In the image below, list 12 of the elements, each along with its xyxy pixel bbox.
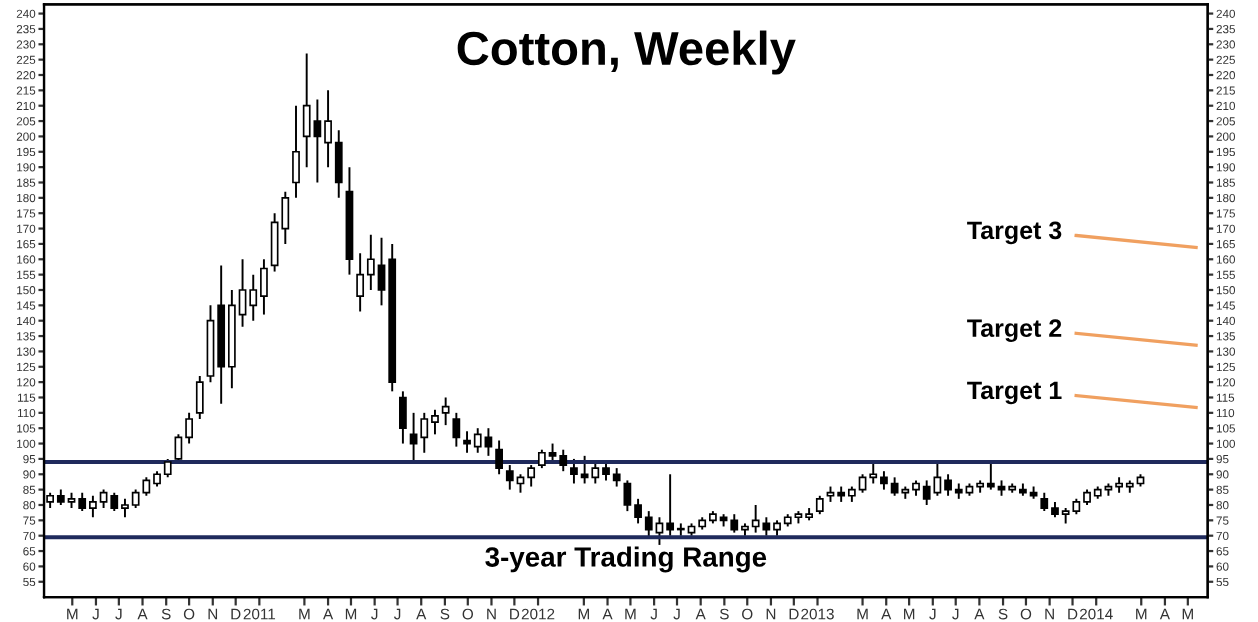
candlestick <box>815 494 824 516</box>
candlestick <box>292 104 300 199</box>
candlestick <box>195 375 204 420</box>
candlestick <box>399 390 407 445</box>
annotation: Target 3 <box>967 221 1062 245</box>
ref-line-label: 3-year Trading Range <box>485 546 767 573</box>
annotation: Target 1 <box>967 381 1062 405</box>
candlestick <box>495 439 503 476</box>
annotation: Target 2 <box>967 319 1062 343</box>
candlestick <box>441 396 450 427</box>
text: Cotton, Weekly <box>457 30 796 75</box>
candlestick <box>452 411 461 448</box>
